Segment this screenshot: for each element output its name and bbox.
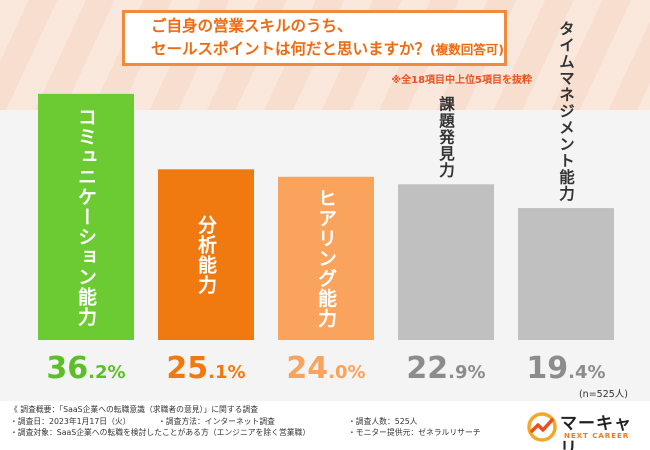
- title-line-1: ご自身の営業スキルのうち、: [151, 17, 353, 35]
- bar-chart: コミュニケーション能力 36.2% 分析能力 25.1% ヒアリング能力 24.0% 課題発…: [38, 20, 614, 386]
- title-line-2-suffix: (複数回答可): [430, 42, 504, 57]
- selection-note: ※全18項目中上位5項目を抜粋: [391, 75, 532, 86]
- title-line-2: セールスポイントは何だと思いますか？(複数回答可): [151, 38, 504, 61]
- brand-logo: マーキャリ NEXT CAREER: [526, 407, 646, 450]
- category-label-1: コミュニケーション能力: [75, 107, 97, 327]
- category-label-4: 課題発見力: [437, 94, 456, 178]
- logo-text: マーキャリ: [560, 414, 632, 450]
- category-label-5: タイムマネジメント能力: [557, 20, 575, 202]
- bar-2: [158, 169, 254, 340]
- title-line-2-main: セールスポイントは何だと思いますか？: [151, 40, 431, 58]
- footer: 《 調査概要：「SaaS企業への転職意識（求職者の意見）」に関する調査 ・調査日…: [0, 401, 650, 450]
- survey-row-1: ・調査日：2023年1月17日（火） ・調査方法：インターネット調査 ・調査人数：5…: [10, 416, 481, 428]
- value-label-3: 24.0%: [286, 351, 365, 386]
- survey-provider: ・モニター提供元：ゼネラルリサーチ: [348, 428, 481, 437]
- logo-subtext: NEXT CAREER: [564, 432, 630, 440]
- value-label-1: 36.2%: [46, 351, 125, 386]
- chart-title: ご自身の営業スキルのうち、 セールスポイントは何だと思いますか？(複数回答可): [122, 10, 507, 66]
- value-label-5: 19.4%: [526, 351, 605, 386]
- bar-5: [518, 208, 614, 340]
- survey-count: ・調査人数：525人: [348, 416, 418, 426]
- survey-method: ・調査方法：インターネット調査: [158, 416, 275, 426]
- sample-size-label: (n=525人): [578, 389, 628, 400]
- survey-date: ・調査日：2023年1月17日（火）: [10, 416, 131, 426]
- bar-3: [278, 176, 374, 340]
- value-label-4: 22.9%: [406, 351, 485, 386]
- survey-target: ・調査対象：SaaS企業への転職を検討したことがある方（エンジニアを除く営業職）: [10, 428, 311, 437]
- bar-1: [38, 93, 134, 340]
- value-label-2: 25.1%: [166, 351, 245, 386]
- category-label-3: ヒアリング能力: [315, 188, 337, 328]
- survey-row-2: ・調査対象：SaaS企業への転職を検討したことがある方（エンジニアを除く営業職）…: [10, 427, 481, 439]
- survey-title: 《 調査概要：「SaaS企業への転職意識（求職者の意見）」に関する調査: [10, 405, 259, 414]
- bar-4: [398, 184, 494, 340]
- survey-overview: 《 調査概要：「SaaS企業への転職意識（求職者の意見）」に関する調査 ・調査日…: [10, 404, 481, 439]
- logo-mark-icon: [527, 412, 557, 442]
- category-label-2: 分析能力: [195, 214, 217, 294]
